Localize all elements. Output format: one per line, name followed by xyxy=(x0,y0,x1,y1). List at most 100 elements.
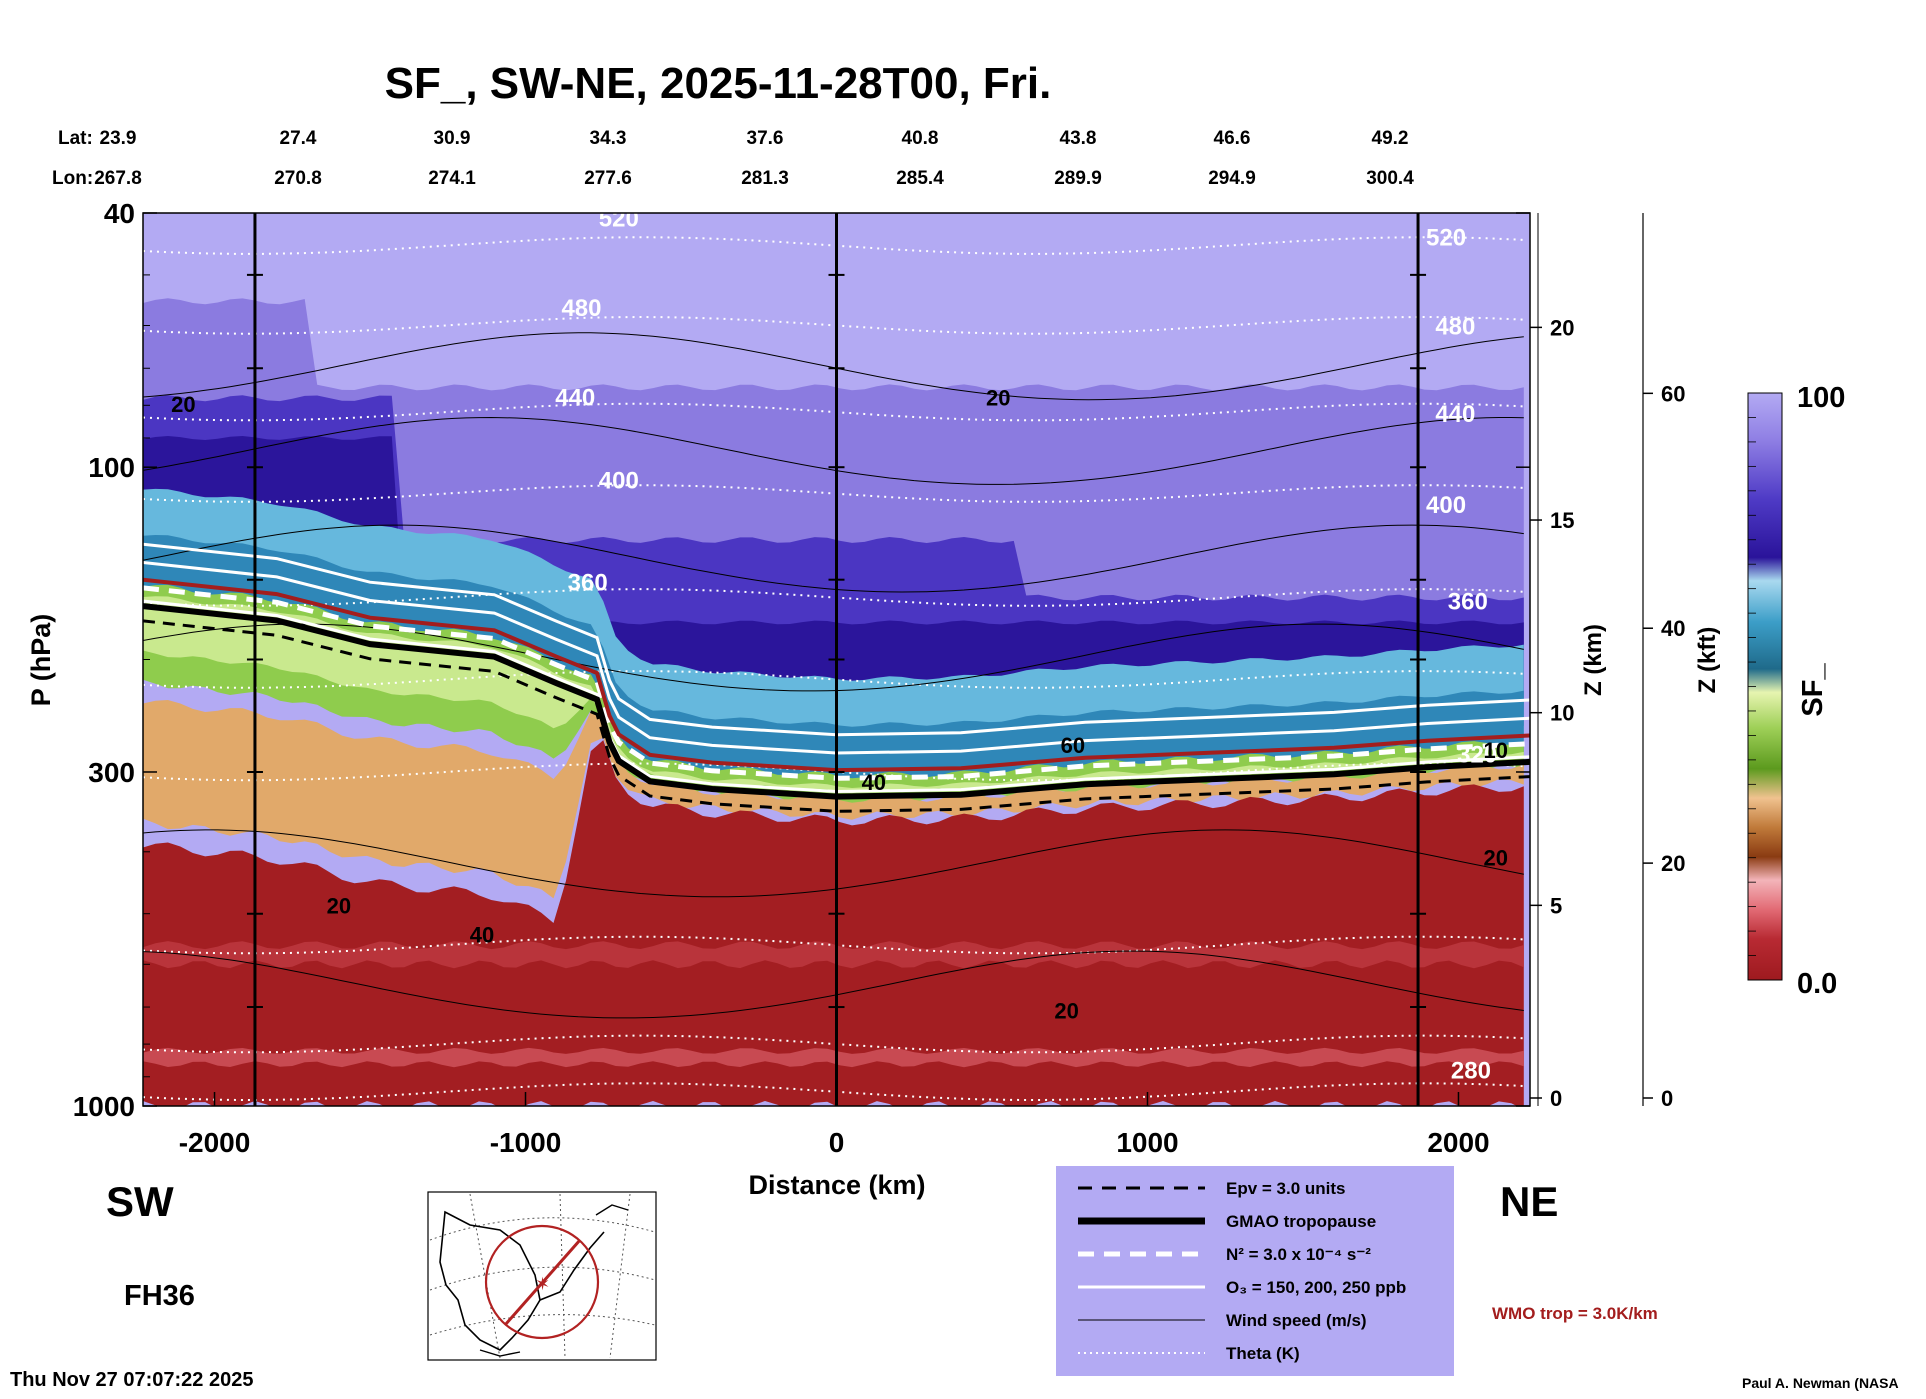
theta-label: 360 xyxy=(1448,588,1488,615)
lat-value: 34.3 xyxy=(590,128,627,149)
y-axis-label: P (hPa) xyxy=(26,614,56,707)
wind-label: 20 xyxy=(327,894,351,919)
legend-item-label: Theta (K) xyxy=(1226,1344,1300,1363)
theta-label: 440 xyxy=(555,384,595,411)
lon-value: 300.4 xyxy=(1366,168,1414,189)
colorbar-ticks xyxy=(1748,392,1756,981)
z-km-tick-label: 0 xyxy=(1550,1086,1562,1111)
lon-value: 274.1 xyxy=(428,168,476,189)
lat-value: 23.9 xyxy=(100,128,137,149)
contour-labels: 520 480 440 400 360 520 480 440 400 360 320 280 20 20… xyxy=(171,206,1508,1085)
wind-contour xyxy=(143,623,1524,692)
wind-label: 20 xyxy=(1054,999,1078,1024)
inset-star-icon: ✶ xyxy=(535,1274,550,1295)
ozone-contour xyxy=(143,542,1530,737)
theta-label: 480 xyxy=(1435,314,1475,341)
wind-contour xyxy=(143,524,1524,593)
author-credit: Paul A. Newman (NASA xyxy=(1742,1375,1899,1391)
theta-label: 280 xyxy=(1451,1057,1491,1084)
contour-overlays xyxy=(143,213,1530,1106)
lon-label: Lon: xyxy=(52,168,93,189)
wind-label: 40 xyxy=(862,770,886,795)
z-km-tick-label: 20 xyxy=(1550,315,1574,340)
lat-lon-row: 23.9 267.8 27.4 270.8 30.9 274.1 34.3 277.6 37.6… xyxy=(94,128,1414,189)
legend: Epv = 3.0 units GMAO tropopause N² = 3.0 x… xyxy=(1056,1166,1454,1376)
lon-value: 285.4 xyxy=(896,168,944,189)
n2-contour xyxy=(143,585,1530,781)
field-blue-light xyxy=(143,488,1524,772)
y-tick-label: 1000 xyxy=(73,1091,135,1122)
y-tick-label: 100 xyxy=(88,452,135,483)
colorbar-label: SF_ xyxy=(1797,663,1829,717)
lat-value: 46.6 xyxy=(1214,128,1251,149)
legend-item-label: O₃ = 150, 200, 250 ppb xyxy=(1226,1278,1406,1297)
theta-label: 440 xyxy=(1435,401,1475,428)
x-tick-label: 2000 xyxy=(1427,1127,1489,1158)
pressure-axis: 40 100 300 1000 xyxy=(73,198,1530,1122)
wind-contour xyxy=(143,950,1524,1019)
legend-item-label: N² = 3.0 x 10⁻⁴ s⁻² xyxy=(1226,1245,1371,1264)
wind-label: 20 xyxy=(1484,845,1508,870)
wind-label: 20 xyxy=(986,385,1010,410)
legend-item-label: GMAO tropopause xyxy=(1226,1212,1376,1231)
z-km-tick-label: 10 xyxy=(1550,701,1574,726)
lat-value: 27.4 xyxy=(280,128,317,149)
lon-value: 277.6 xyxy=(584,168,632,189)
forecast-hour: FH36 xyxy=(124,1280,195,1312)
ne-label: NE xyxy=(1500,1178,1558,1225)
x-tick-label: 0 xyxy=(829,1127,845,1158)
epv-contour xyxy=(143,619,1530,813)
y-tick-label: 40 xyxy=(104,198,135,229)
field-red-streak xyxy=(143,1047,1524,1068)
z-kft-tick-label: 60 xyxy=(1661,381,1685,406)
lat-label: Lat: xyxy=(58,128,93,149)
wind-contour xyxy=(143,416,1524,485)
x-tick-label: -2000 xyxy=(179,1127,251,1158)
distance-axis: -2000 -1000 0 1000 2000 xyxy=(179,1092,1490,1158)
z-km-tick-label: 5 xyxy=(1550,893,1562,918)
theta-label: 400 xyxy=(599,468,639,495)
theta-label: 520 xyxy=(599,206,639,233)
lon-value: 289.9 xyxy=(1054,168,1102,189)
inset-map: ✶ xyxy=(427,1191,657,1361)
colorbar-max-label: 100 xyxy=(1797,382,1845,414)
theta-label: 320 xyxy=(1457,742,1497,769)
theta-label: 480 xyxy=(561,295,601,322)
z-km-axis: 0 5 10 15 20 xyxy=(1530,213,1574,1111)
lon-value: 270.8 xyxy=(274,168,322,189)
legend-box xyxy=(1056,1166,1454,1376)
z-kft-tick-label: 20 xyxy=(1661,851,1685,876)
z-kft-tick-label: 40 xyxy=(1661,616,1685,641)
lon-value: 267.8 xyxy=(94,168,142,189)
z-km-tick-label: 15 xyxy=(1550,508,1574,533)
field-blue xyxy=(143,535,1524,791)
gmao-tropopause xyxy=(143,603,1530,800)
y-tick-label: 300 xyxy=(88,757,135,788)
z-kft-tick-label: 0 xyxy=(1661,1086,1673,1111)
wind-contour xyxy=(143,829,1524,898)
x-tick-label: 1000 xyxy=(1116,1127,1178,1158)
lat-value: 49.2 xyxy=(1372,128,1409,149)
lat-value: 37.6 xyxy=(747,128,784,149)
ozone-contour xyxy=(143,599,1530,794)
z-kft-label: Z (kft) xyxy=(1694,627,1721,694)
chart-title: SF_, SW-NE, 2025-11-28T00, Fri. xyxy=(385,59,1052,108)
x-tick-label: -1000 xyxy=(490,1127,562,1158)
z-km-label: Z (km) xyxy=(1580,624,1607,696)
lat-value: 43.8 xyxy=(1060,128,1097,149)
timestamp: Thu Nov 27 07:07:22 2025 xyxy=(10,1369,253,1391)
theta-label: 360 xyxy=(568,570,608,597)
lon-value: 281.3 xyxy=(741,168,789,189)
legend-item-label: Wind speed (m/s) xyxy=(1226,1311,1367,1330)
wind-label: 10 xyxy=(1484,738,1508,763)
colorbar-min-label: 0.0 xyxy=(1797,968,1837,1000)
wind-label: 20 xyxy=(171,392,195,417)
wmo-note: WMO trop = 3.0K/km xyxy=(1492,1304,1658,1323)
wmo-tropopause xyxy=(143,577,1530,773)
wind-label: 40 xyxy=(470,923,494,948)
lat-value: 40.8 xyxy=(902,128,939,149)
lon-value: 294.9 xyxy=(1208,168,1256,189)
legend-item-label: Epv = 3.0 units xyxy=(1226,1179,1346,1198)
